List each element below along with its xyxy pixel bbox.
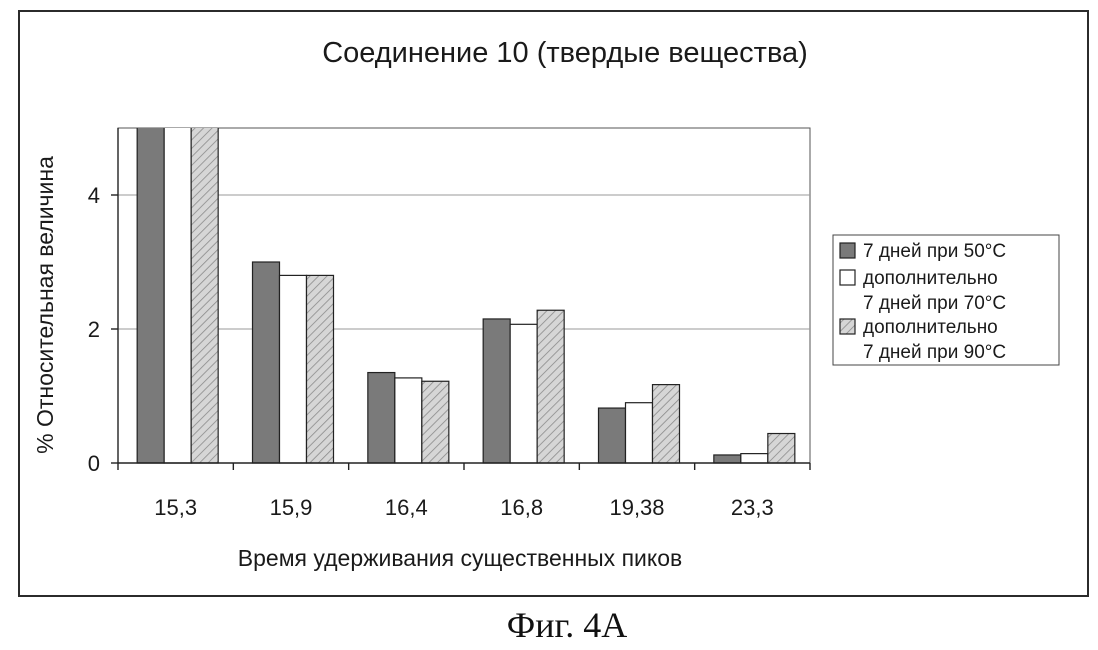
bar-1-2	[368, 373, 395, 463]
x-tick-label-1: 15,9	[270, 495, 313, 520]
bar-1-1	[253, 262, 280, 463]
bar-1-0	[137, 128, 164, 463]
y-tick-label-1: 2	[88, 317, 100, 342]
x-tick-label-4: 19,38	[609, 495, 664, 520]
bar-3-1	[307, 275, 334, 463]
bar-1-4	[599, 408, 626, 463]
bar-3-3	[537, 310, 564, 463]
y-tick-label-2: 4	[88, 183, 100, 208]
bar-2-0	[164, 128, 191, 463]
legend-label-series-1: 7 дней при 50°С	[863, 241, 1006, 262]
bar-1-5	[714, 455, 741, 463]
chart-title: Соединение 10 (твердые вещества)	[322, 37, 808, 69]
legend-swatch-series-1	[840, 243, 855, 258]
bar-3-5	[768, 434, 795, 463]
x-tick-labels: 15,3 15,9 16,4 16,8 19,38 23,3	[154, 495, 773, 520]
figure-caption: Фиг. 4А	[0, 604, 1098, 646]
bar-2-4	[626, 403, 653, 463]
bar-3-0	[191, 128, 218, 463]
x-tick-label-2: 16,4	[385, 495, 428, 520]
x-axis-label: Время удерживания существенных пиков	[238, 545, 682, 571]
y-tick-labels: 0 2 4	[88, 183, 100, 476]
x-tick-label-3: 16,8	[500, 495, 543, 520]
legend: 7 дней при 50°С дополнительно 7 дней при…	[833, 235, 1059, 365]
y-tick-label-0: 0	[88, 451, 100, 476]
bar-2-5	[741, 454, 768, 463]
bar-2-2	[395, 378, 422, 463]
bar-2-3	[510, 324, 537, 463]
bar-3-4	[653, 385, 680, 463]
legend-swatch-series-3	[840, 319, 855, 334]
bar-2-1	[280, 275, 307, 463]
y-axis-label: % Относительная величина	[32, 156, 58, 454]
bar-1-3	[483, 319, 510, 463]
legend-swatch-series-2	[840, 270, 855, 285]
x-tick-label-5: 23,3	[731, 495, 774, 520]
x-tick-label-0: 15,3	[154, 495, 197, 520]
bar-3-2	[422, 381, 449, 463]
plot-area	[118, 128, 810, 463]
